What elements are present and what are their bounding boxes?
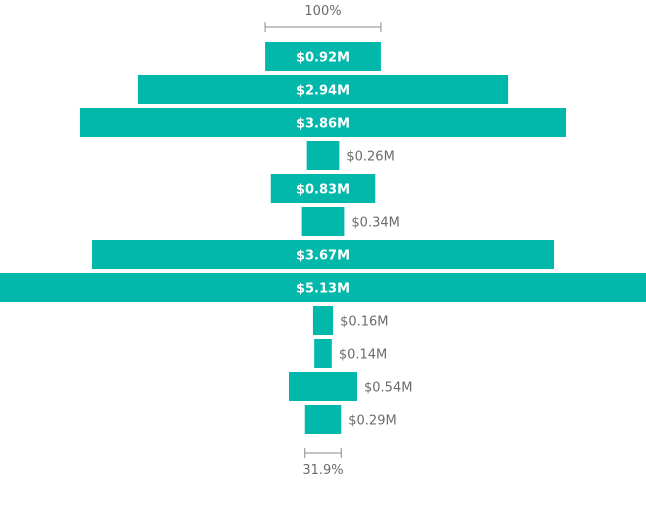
funnel-bar: [79, 108, 567, 137]
funnel-bar-value-label: $0.54M: [364, 381, 412, 396]
funnel-bar: [0, 273, 646, 302]
funnel-bar-value-label: $3.67M: [296, 249, 350, 264]
funnel-bar: [265, 42, 381, 71]
funnel-bar: [137, 75, 509, 104]
bottom-percentage-marker: 31.9%: [302, 448, 344, 478]
top-percentage-marker: 100%: [264, 4, 382, 32]
funnel-bar: [301, 207, 345, 236]
funnel-bar: [91, 240, 555, 269]
funnel-bar-value-label: $0.29M: [348, 414, 396, 429]
funnel-bar-value-label: $0.26M: [346, 150, 394, 165]
funnel-bar: [304, 405, 342, 434]
funnel-bar: [312, 306, 334, 335]
funnel-bar-value-label: $0.14M: [339, 348, 387, 363]
funnel-bar-value-label: $0.83M: [296, 183, 350, 198]
funnel-bar-value-label: $0.34M: [351, 216, 399, 231]
funnel-bar-value-label: $2.94M: [296, 84, 350, 99]
bottom-percentage-label: 31.9%: [302, 463, 343, 478]
funnel-bar-value-label: $0.16M: [340, 315, 388, 330]
funnel-bars: $0.92M $2.94M $3.86M $0.26M $0.83M $0.34M $3.6…: [0, 42, 646, 434]
funnel-bar-value-label: $5.13M: [296, 282, 350, 297]
top-percentage-label: 100%: [304, 4, 341, 19]
funnel-bar-value-label: $3.86M: [296, 117, 350, 132]
funnel-bar: [289, 372, 357, 401]
funnel-bar: [314, 339, 332, 368]
funnel-bar: [306, 141, 340, 170]
funnel-bar-value-label: $0.92M: [296, 51, 350, 66]
funnel-bar: [270, 174, 376, 203]
